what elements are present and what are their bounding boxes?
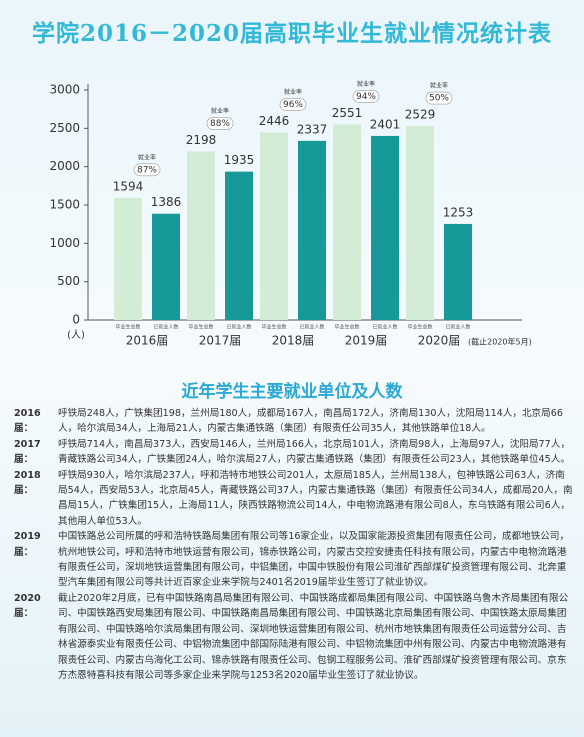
series-label: 已就业人数 [372,324,397,331]
y-tick-label: 1000 [49,236,80,250]
value-label: 1253 [443,205,474,219]
rate-label: 96% [283,100,303,110]
x-tick-label: 2020届 [418,334,461,348]
employer-text: 呼铁局248人，广铁集团198，兰州局180人，成都局167人，南昌局172人，… [58,408,563,435]
value-label: 2529 [405,108,436,122]
bar [187,151,215,320]
x-tick-label: 2018届 [272,334,315,348]
bar [152,213,180,320]
rate-label: 94% [356,92,376,102]
employer-row: 2018届： 呼铁局930人，哈尔滨局237人，呼和浩特市地铁公司201人，太原局… [14,468,574,530]
rate-title: 就业率 [284,88,302,96]
employer-text: 截止2020年2月底，已有中国铁路南昌局集团有限公司、中国铁路成都局集团有限公司… [58,592,569,681]
rate-title: 就业率 [357,80,375,88]
bar [444,223,472,320]
x-tick-label: 2016届 [126,334,169,348]
year-label: 2016届： [14,408,41,435]
year-label: 2019届： [14,531,41,558]
value-label: 2446 [259,114,290,128]
rate-badge [279,98,307,111]
rate-label: 88% [210,119,230,129]
value-label: 2198 [186,133,217,147]
bar [260,132,288,320]
value-label: 2551 [332,106,363,120]
series-label: 已就业人数 [153,324,178,331]
y-axis-label: (人) [67,329,85,341]
employer-row: 2017届： 呼铁局714人，南昌局373人，西安局146人，兰州局166人，北京… [14,437,574,468]
rate-label: 50% [429,94,449,104]
series-label: 毕业生总数 [115,324,140,331]
bar [406,126,434,320]
y-tick-label: 2000 [49,159,80,173]
y-tick-label: 0 [72,313,80,327]
x-tick-label: 2019届 [345,334,388,348]
section-title: 近年学生主要就业单位及人数 [181,382,403,402]
chart: 0 500 1000 1500 2000 2500 3000 (人) (截止2020年5月) 15… [49,80,532,348]
rate-title: 就业率 [430,82,448,90]
bar [225,171,253,320]
employer-text: 中国铁路总公司所属的呼和浩特铁路局集团有限公司等16家企业，以及国家能源投资集团… [58,531,570,589]
series-label: 毕业生总数 [261,324,286,331]
series-label: 已就业人数 [299,324,324,331]
employer-text: 呼铁局930人，哈尔滨局237人，呼和浩特市地铁公司201人，太原局185人，兰… [58,469,573,527]
rate-badge [133,163,161,177]
y-tick-label: 500 [57,274,80,288]
employer-list: 2016届： 呼铁局248人，广铁集团198，兰州局180人，成都局167人，南昌… [14,406,574,683]
page-title: 学院2016－2020届高职毕业生就业情况统计表 [31,20,553,47]
rate-label: 87% [137,165,157,175]
rate-title: 就业率 [211,107,229,115]
series-label: 毕业生总数 [407,324,432,331]
series-label: 已就业人数 [445,324,470,331]
y-tick-label: 2500 [49,121,80,135]
bar [298,140,326,320]
employer-row: 2016届： 呼铁局248人，广铁集团198，兰州局180人，成都局167人，南昌… [14,406,574,437]
y-tick-label: 3000 [49,83,80,97]
value-label: 1386 [151,195,182,209]
rate-badge [352,90,380,103]
employer-text: 呼铁局714人，南昌局373人，西安局146人，兰州局166人，北京局101人，… [58,438,570,466]
value-label: 2401 [370,117,401,131]
rate-title: 就业率 [138,153,156,161]
value-label: 2337 [297,122,328,136]
y-tick-label: 1500 [49,198,80,212]
rate-badge [425,91,453,105]
bar [371,135,399,320]
employer-row: 2020届： 截止2020年2月底，已有中国铁路南昌局集团有限公司、中国铁路成都局… [14,591,574,683]
x-tick-label: 2017届 [199,334,242,348]
year-label: 2020届： [14,592,41,620]
rate-badge [206,117,234,130]
bar [114,197,142,320]
series-label: 毕业生总数 [334,324,359,331]
year-label: 2018届： [14,469,41,497]
employer-row: 2019届： 中国铁路总公司所属的呼和浩特铁路局集团有限公司等16家企业，以及国家… [14,529,574,591]
series-label: 已就业人数 [226,324,251,331]
value-label: 1594 [113,179,144,193]
value-label: 1935 [224,153,255,167]
year-label: 2017届： [14,438,41,466]
bar [333,124,361,320]
series-label: 毕业生总数 [188,324,213,331]
note: (截止2020年5月) [468,337,532,347]
